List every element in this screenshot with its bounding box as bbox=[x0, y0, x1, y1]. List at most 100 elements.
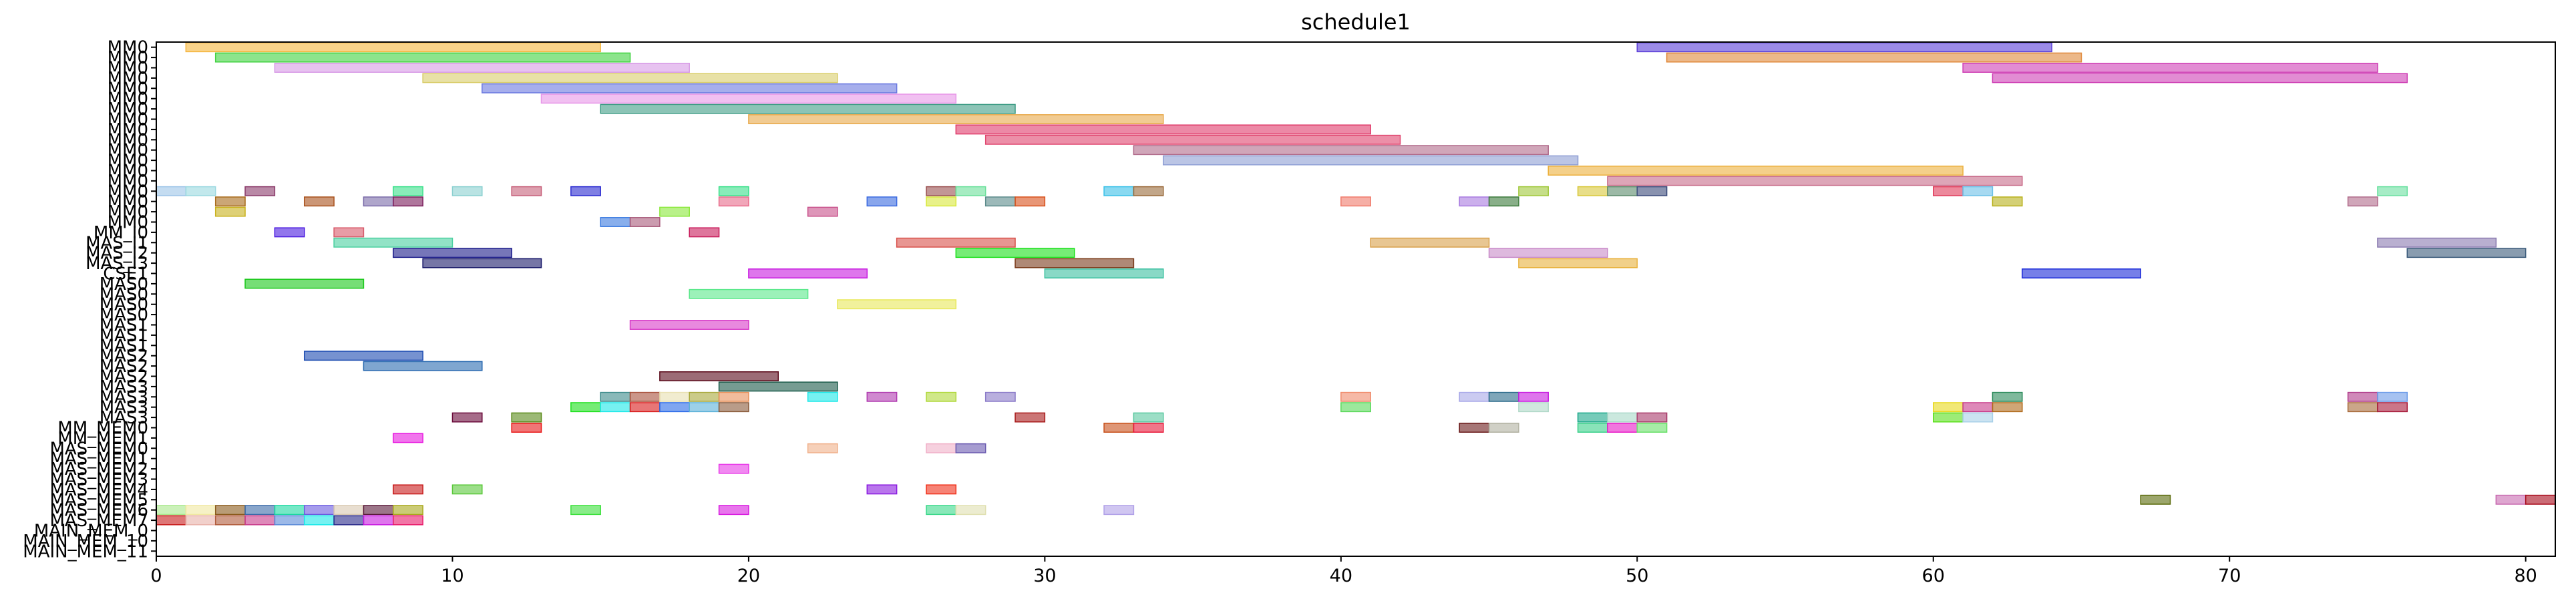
task-bar bbox=[600, 402, 631, 413]
task-bar bbox=[393, 484, 423, 495]
task-bar bbox=[1577, 186, 1608, 196]
task-bar bbox=[926, 443, 957, 453]
task-bar bbox=[214, 196, 246, 207]
task-bar bbox=[393, 433, 423, 443]
task-bar bbox=[984, 196, 1016, 207]
y-tick-label: MAIN_MEM_10 bbox=[23, 532, 148, 552]
task-bar bbox=[333, 237, 453, 248]
task-bar bbox=[1636, 412, 1668, 423]
y-tick-label: MAS0 bbox=[100, 295, 148, 315]
task-bar bbox=[984, 391, 1016, 402]
y-tick-label: CSE1 bbox=[103, 264, 148, 284]
y-tick-label: MM0 bbox=[108, 89, 148, 110]
task-bar bbox=[214, 505, 246, 516]
x-tick-label: 10 bbox=[441, 566, 464, 586]
task-bar bbox=[718, 391, 749, 402]
y-tick-label: MAIN_MEM_0 bbox=[34, 522, 148, 542]
y-tick-label: MAS_MEM5 bbox=[49, 490, 148, 510]
task-bar bbox=[866, 484, 898, 495]
x-tick-label: 0 bbox=[150, 566, 162, 586]
task-bar bbox=[570, 402, 601, 413]
task-bar bbox=[363, 196, 394, 207]
task-bar bbox=[1992, 391, 2023, 402]
y-tick-label: MM0 bbox=[108, 141, 148, 161]
y-tick-label: MAS_MEM3 bbox=[49, 470, 148, 490]
task-bar bbox=[303, 515, 335, 526]
task-bar bbox=[1459, 196, 1490, 207]
task-bar bbox=[1015, 412, 1046, 423]
task-bar bbox=[1163, 155, 1579, 166]
task-bar bbox=[1666, 52, 2082, 63]
task-bar bbox=[1103, 186, 1135, 196]
task-bar bbox=[2377, 186, 2408, 196]
task-bar bbox=[214, 52, 631, 63]
task-bar bbox=[274, 515, 305, 526]
y-tick-label: MM_MEM0 bbox=[57, 419, 148, 439]
y-tick-label: MAS_MEM0 bbox=[49, 439, 148, 459]
y-tick-label: MAS0 bbox=[100, 305, 148, 325]
task-bar bbox=[955, 505, 986, 516]
task-bar bbox=[1488, 423, 1519, 433]
task-bars bbox=[156, 42, 2556, 526]
y-tick-label: MM0 bbox=[108, 38, 148, 58]
task-bar bbox=[1962, 412, 1994, 423]
task-bar bbox=[1518, 391, 1549, 402]
task-bar bbox=[363, 505, 394, 516]
task-bar bbox=[866, 196, 898, 207]
y-tick-label: MM0 bbox=[108, 79, 148, 99]
task-bar bbox=[1370, 237, 1490, 248]
task-bar bbox=[2347, 391, 2378, 402]
task-bar bbox=[748, 268, 868, 278]
y-tick-label: MAS0 bbox=[100, 284, 148, 305]
task-bar bbox=[629, 391, 661, 402]
task-bar bbox=[244, 505, 276, 516]
task-bar bbox=[1518, 186, 1549, 196]
y-tick-label: MM_I0 bbox=[94, 223, 148, 243]
x-tick-label: 50 bbox=[1626, 566, 1648, 586]
y-tick-label: MM0 bbox=[108, 120, 148, 140]
task-bar bbox=[1577, 412, 1608, 423]
task-bar bbox=[1015, 258, 1135, 268]
task-bar bbox=[2525, 494, 2556, 505]
y-tick-label: MAS_I3 bbox=[85, 254, 148, 274]
y-tick-label: MAS_I2 bbox=[85, 244, 148, 264]
task-bar bbox=[2377, 237, 2497, 248]
x-tick-label: 20 bbox=[737, 566, 760, 586]
task-bar bbox=[955, 248, 1075, 258]
y-tick-label: MM0 bbox=[108, 151, 148, 171]
task-bar bbox=[1932, 412, 1964, 423]
y-tick-label: MAS1 bbox=[100, 326, 148, 346]
y-tick-label: MAS_MEM1 bbox=[49, 449, 148, 469]
task-bar bbox=[748, 114, 1164, 124]
task-bar bbox=[1636, 42, 2052, 53]
y-tick-label: MM0 bbox=[108, 192, 148, 212]
task-bar bbox=[689, 402, 720, 413]
task-bar bbox=[2406, 248, 2527, 258]
task-bar bbox=[1459, 423, 1490, 433]
task-bar bbox=[1340, 196, 1371, 207]
task-bar bbox=[926, 391, 957, 402]
task-bar bbox=[1607, 423, 1638, 433]
y-tick-label: MAS_MEM2 bbox=[49, 459, 148, 479]
task-bar bbox=[926, 186, 957, 196]
y-tick-label: MM_MEM1 bbox=[57, 429, 148, 449]
task-bar bbox=[1962, 402, 1994, 413]
task-bar bbox=[629, 217, 661, 227]
y-tick-label: MAS_I1 bbox=[85, 233, 148, 253]
task-bar bbox=[274, 505, 305, 516]
y-tick-label: MM0 bbox=[108, 69, 148, 89]
y-tick-label: MAS3 bbox=[100, 377, 148, 397]
y-axis: MM0MM0MM0MM0MM0MM0MM0MM0MM0MM0MM0MM0MM0M… bbox=[23, 38, 156, 562]
task-bar bbox=[2377, 402, 2408, 413]
task-bar bbox=[718, 381, 838, 392]
task-bar bbox=[511, 186, 542, 196]
task-bar bbox=[274, 227, 305, 238]
task-bar bbox=[896, 237, 1016, 248]
y-tick-label: MAS3 bbox=[100, 398, 148, 418]
task-bar bbox=[185, 186, 216, 196]
y-tick-label: MM0 bbox=[108, 182, 148, 202]
x-tick-label: 70 bbox=[2218, 566, 2241, 586]
y-tick-label: MM0 bbox=[108, 110, 148, 130]
task-bar bbox=[540, 93, 957, 104]
task-bar bbox=[393, 505, 423, 516]
